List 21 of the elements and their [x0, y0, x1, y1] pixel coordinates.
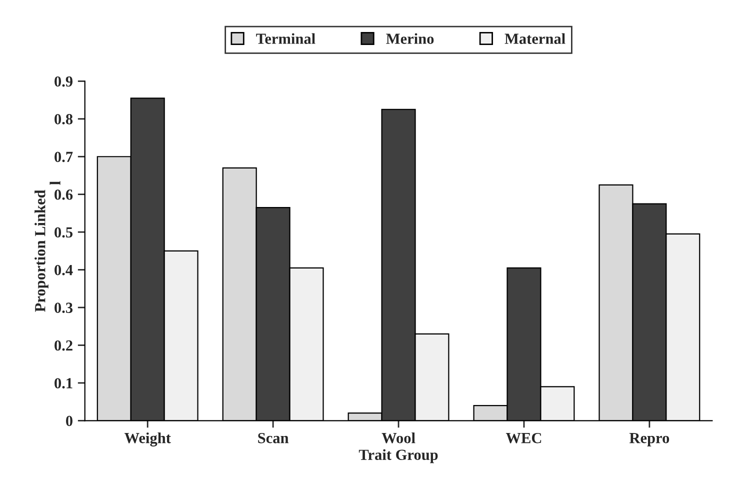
y-tick-label: 0.3: [54, 302, 73, 314]
y-axis-title: Proportion Linked: [34, 190, 48, 312]
legend-label: Maternal: [504, 33, 566, 44]
y-tick-label: 0.4: [54, 264, 73, 276]
x-tick-label: Wool: [382, 432, 416, 444]
y-tick-label: 0.7: [54, 152, 73, 162]
x-tick-label: Weight: [124, 432, 171, 446]
y-tick-label: 0.1: [54, 378, 72, 388]
x-axis-title: Trait Group: [358, 449, 438, 464]
legend-label: Terminal: [256, 33, 316, 44]
x-tick-label: Repro: [629, 433, 670, 446]
x-tick-label: Scan: [258, 432, 289, 444]
y-tick-label: 0: [66, 416, 72, 426]
x-tick-label: WEC: [506, 432, 542, 444]
y-tick-label: 0.5: [54, 227, 73, 238]
y-tick-label: 0.6: [54, 189, 73, 200]
y-tick-label: 0.2: [54, 340, 72, 351]
y-tick-label: 0.9: [54, 76, 73, 87]
y-tick-label: 0.8: [54, 114, 73, 124]
legend-label: Merino: [386, 33, 434, 44]
text: l: [50, 181, 60, 185]
